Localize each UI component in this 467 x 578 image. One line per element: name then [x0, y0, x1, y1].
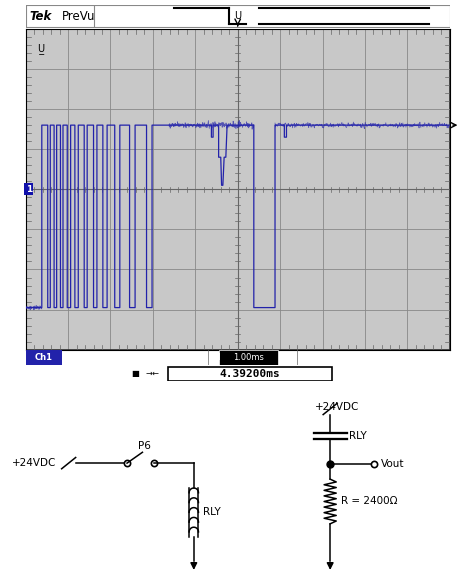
Text: U̲: U̲	[37, 43, 44, 54]
Text: RLY: RLY	[203, 507, 221, 517]
Text: →←: →←	[145, 369, 159, 378]
Bar	[168, 366, 332, 381]
Text: 1: 1	[26, 185, 32, 194]
Text: Ch1: Ch1	[304, 353, 321, 362]
Text: ■: ■	[131, 369, 139, 378]
Text: RLY: RLY	[349, 431, 367, 441]
Text: U: U	[234, 11, 241, 21]
Bar	[26, 350, 62, 365]
Text: 5.00 V: 5.00 V	[77, 353, 106, 362]
Text: PreVu: PreVu	[62, 10, 95, 23]
Text: A: A	[289, 353, 295, 362]
Text: Vout: Vout	[381, 460, 404, 469]
Text: Ch1: Ch1	[35, 353, 52, 362]
Text: 4.39200ms: 4.39200ms	[219, 369, 280, 379]
Text: P6: P6	[138, 441, 151, 451]
Text: R = 2400Ω: R = 2400Ω	[341, 497, 397, 506]
Text: 16.1 V: 16.1 V	[354, 353, 383, 362]
Text: M: M	[212, 353, 220, 362]
Text: ✓: ✓	[337, 353, 344, 362]
Text: 1.00ms: 1.00ms	[233, 353, 264, 362]
Text: Tek: Tek	[30, 10, 52, 23]
Text: +24VDC: +24VDC	[315, 402, 360, 412]
Text: +24VDC: +24VDC	[12, 458, 56, 468]
Bar	[219, 350, 278, 365]
